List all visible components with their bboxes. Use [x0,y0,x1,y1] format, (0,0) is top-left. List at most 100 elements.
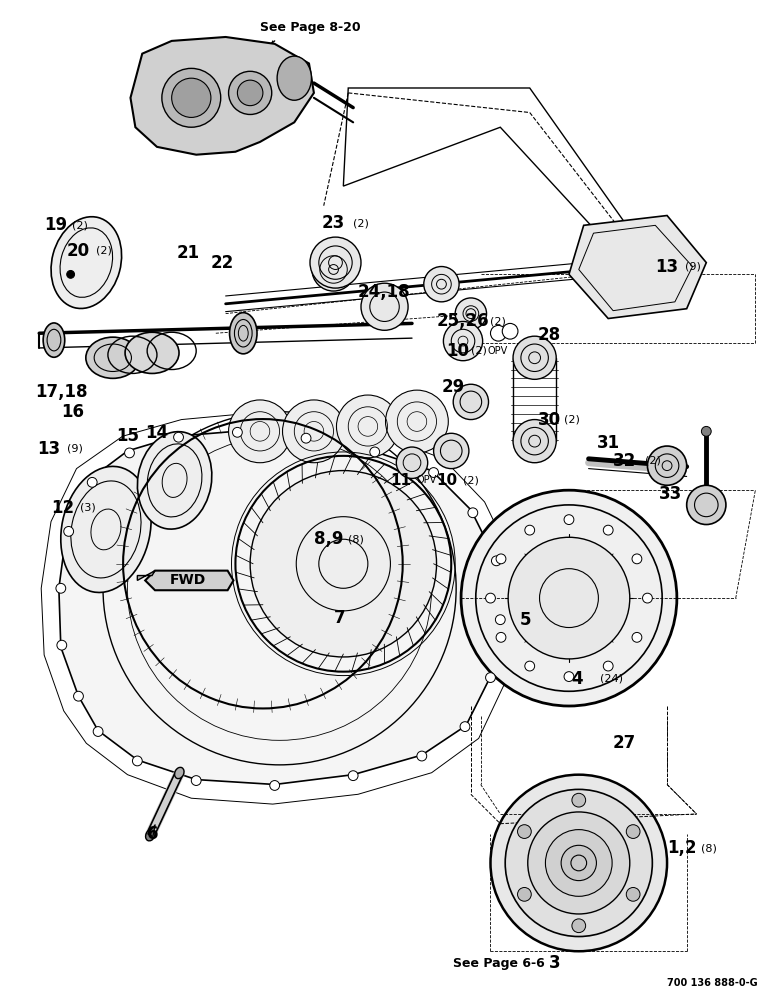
Circle shape [491,556,501,566]
Text: 10: 10 [437,473,458,488]
Text: 14: 14 [145,424,168,442]
Circle shape [486,673,495,682]
Circle shape [461,490,677,706]
Text: FWD: FWD [170,573,206,587]
Circle shape [518,825,532,838]
Circle shape [337,395,400,458]
Text: 29: 29 [442,378,465,396]
Circle shape [229,71,272,114]
Circle shape [490,775,667,951]
Circle shape [513,420,556,463]
Polygon shape [145,571,234,590]
Circle shape [192,776,201,785]
Circle shape [518,887,532,901]
Circle shape [632,632,642,642]
Text: 33: 33 [660,485,682,503]
Text: 6: 6 [147,825,158,843]
Circle shape [453,384,489,420]
Text: OPV: OPV [417,475,437,485]
Circle shape [546,830,612,896]
Text: 27: 27 [613,734,636,752]
Text: 10: 10 [446,342,469,360]
Text: (2): (2) [463,475,479,485]
Circle shape [460,722,470,732]
Text: 32: 32 [613,452,636,470]
Circle shape [361,283,408,330]
Circle shape [626,887,640,901]
Circle shape [513,336,556,379]
Circle shape [370,447,379,457]
Ellipse shape [175,767,184,779]
Circle shape [74,691,83,701]
Text: (2): (2) [353,218,369,228]
Circle shape [490,325,506,341]
Circle shape [572,793,586,807]
Text: 25,26: 25,26 [437,312,489,330]
Circle shape [250,471,437,657]
Text: 16: 16 [61,403,84,421]
Circle shape [468,508,478,518]
Circle shape [502,323,518,339]
Ellipse shape [230,313,257,354]
Text: 22: 22 [211,254,234,272]
Circle shape [496,554,506,564]
Polygon shape [130,37,314,155]
Text: (2): (2) [71,220,88,230]
Circle shape [505,789,653,937]
Circle shape [397,447,428,478]
Polygon shape [569,216,706,319]
Polygon shape [147,825,155,836]
Circle shape [57,640,67,650]
Circle shape [687,485,726,525]
Text: 700 136 888-0-G: 700 136 888-0-G [667,978,757,988]
Circle shape [386,390,449,453]
Text: (2): (2) [490,316,507,326]
Circle shape [93,727,103,736]
Text: 5: 5 [520,611,532,629]
Circle shape [270,781,279,790]
Circle shape [424,267,459,302]
Ellipse shape [61,466,151,592]
Text: (24): (24) [601,674,623,684]
Text: 1,2: 1,2 [667,839,697,857]
Circle shape [564,672,574,681]
Text: 30: 30 [538,411,561,429]
Ellipse shape [146,830,155,841]
Text: 19: 19 [44,216,68,234]
Circle shape [301,433,311,443]
Text: 15: 15 [116,427,139,445]
Circle shape [561,845,597,881]
Circle shape [508,537,630,659]
Circle shape [647,446,687,485]
Circle shape [88,477,97,487]
Text: 4: 4 [571,670,583,688]
Ellipse shape [51,217,122,308]
Circle shape [310,237,361,288]
Circle shape [233,427,242,437]
Text: See Page 8-20: See Page 8-20 [260,21,361,34]
Text: 21: 21 [177,244,199,262]
Circle shape [171,78,211,117]
Circle shape [525,661,535,671]
Ellipse shape [125,332,179,373]
Circle shape [486,593,495,603]
Circle shape [496,632,506,642]
Circle shape [162,68,220,127]
Circle shape [626,825,640,838]
Circle shape [564,515,574,525]
Circle shape [702,426,712,436]
Text: 20: 20 [67,242,90,260]
Circle shape [417,751,427,761]
Text: 24,18: 24,18 [358,283,411,301]
Text: (8): (8) [348,534,364,544]
Circle shape [572,919,586,933]
Circle shape [133,756,142,766]
Circle shape [495,615,505,625]
Text: 12: 12 [51,499,74,517]
Circle shape [312,248,355,291]
Circle shape [632,554,642,564]
Text: 17,18: 17,18 [36,383,88,401]
Circle shape [456,298,487,329]
Circle shape [56,583,66,593]
Circle shape [237,80,263,106]
